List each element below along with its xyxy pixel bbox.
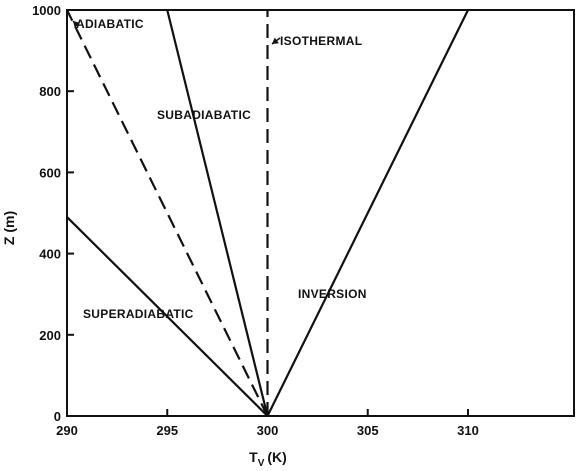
x-tick-label: 305 (357, 423, 379, 438)
chart-annotations: ADIABATIC ISOTHERMAL SUBADIABATIC SUPERADIA… (72, 17, 367, 321)
y-tick-label: 800 (39, 84, 61, 99)
annotation-inversion: INVERSION (298, 287, 367, 301)
chart-axes (66, 9, 575, 417)
y-tick-label: 1000 (32, 3, 61, 18)
x-tick-label: 295 (156, 423, 178, 438)
y-tick-label: 200 (39, 328, 61, 343)
chart-ticks: 290 295 300 305 310 0 200 400 600 800 1000 (32, 3, 479, 438)
y-tick-label: 600 (39, 165, 61, 180)
series-line-inversion (266, 9, 469, 417)
annotation-subadiabatic: SUBADIABATIC (157, 108, 251, 122)
series-line-adiabatic (66, 9, 269, 417)
chart-series (66, 9, 469, 417)
x-axis-title: TV (K) (249, 449, 287, 469)
annotation-adiabatic: ADIABATIC (76, 17, 144, 31)
x-tick-label: 300 (257, 423, 279, 438)
y-tick-label: 0 (54, 409, 61, 424)
y-axis-title: Z (m) (1, 211, 17, 245)
series-line-subadiabatic (166, 9, 269, 417)
y-tick-label: 400 (39, 247, 61, 262)
annotation-arrowhead (73, 21, 80, 28)
x-tick-label: 310 (457, 423, 479, 438)
annotation-arrowhead (272, 37, 279, 44)
series-line-superadiabatic (66, 216, 269, 417)
plot-frame (66, 9, 575, 417)
annotation-isothermal: ISOTHERMAL (280, 34, 362, 48)
x-tick-label: 290 (56, 423, 78, 438)
annotation-superadiabatic: SUPERADIABATIC (83, 307, 194, 321)
